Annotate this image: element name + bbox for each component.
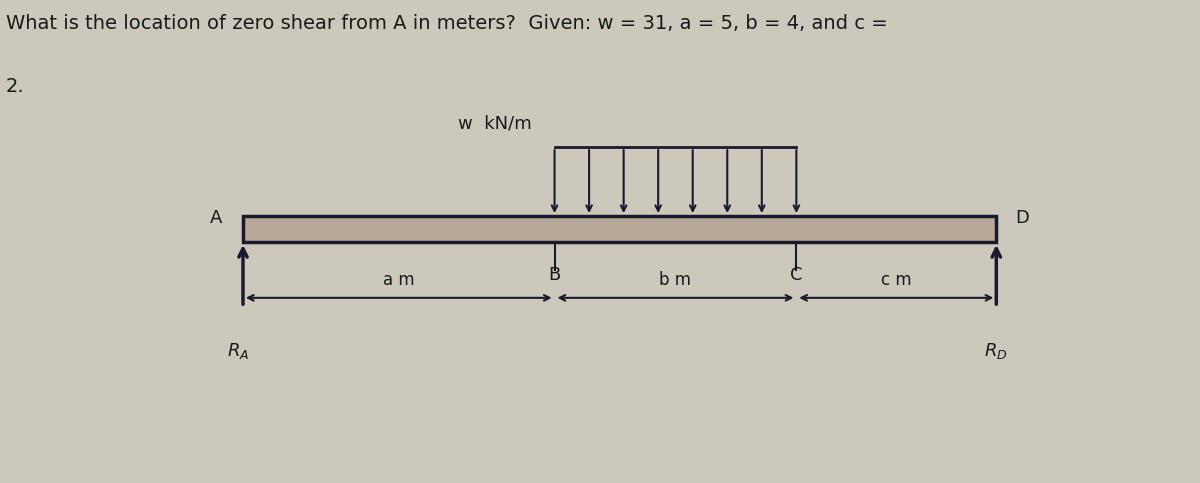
Text: D: D	[1015, 209, 1028, 227]
Text: What is the location of zero shear from A in meters?  Given: w = 31, a = 5, b = : What is the location of zero shear from …	[6, 14, 888, 33]
Text: A: A	[210, 209, 222, 227]
Text: $R_A$: $R_A$	[227, 341, 250, 361]
Text: b m: b m	[660, 270, 691, 288]
Text: 2.: 2.	[6, 77, 25, 96]
Text: c m: c m	[881, 270, 912, 288]
Text: a m: a m	[383, 270, 414, 288]
Bar	[242, 216, 996, 242]
Text: w  kN/m: w kN/m	[457, 114, 532, 132]
Text: B: B	[548, 266, 560, 284]
Text: $R_D$: $R_D$	[984, 341, 1008, 361]
Text: C: C	[790, 266, 803, 284]
